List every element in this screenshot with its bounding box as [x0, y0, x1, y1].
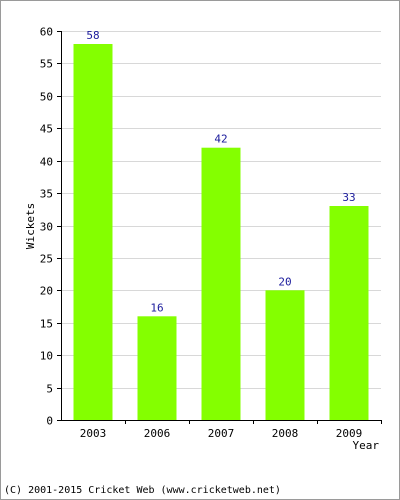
- x-tick-label: 2007: [208, 427, 235, 440]
- y-tick-label: 10: [40, 350, 53, 363]
- y-tick-label: 5: [46, 383, 53, 396]
- y-axis-title: Wickets: [24, 203, 37, 249]
- data-label: 20: [278, 275, 291, 288]
- y-tick-label: 60: [40, 26, 53, 39]
- bar: [329, 206, 369, 420]
- y-tick-label: 20: [40, 285, 53, 298]
- y-tick-label: 25: [40, 253, 53, 266]
- axes: [57, 31, 382, 424]
- y-tick-label: 50: [40, 91, 53, 104]
- data-label: 58: [86, 29, 99, 42]
- data-label: 16: [150, 301, 163, 314]
- x-tick-label: 2009: [336, 427, 363, 440]
- bar: [73, 44, 113, 420]
- bar: [201, 147, 241, 420]
- x-axis-title: Year: [353, 439, 380, 452]
- x-tick-label: 2003: [80, 427, 107, 440]
- labels: 0 5 10 15 20 25 30 35 40 45 50 55 60 58 2003 16 2006 42 20…: [40, 26, 363, 441]
- bars: [73, 44, 369, 420]
- y-tick-label: 35: [40, 188, 53, 201]
- y-tick-label: 40: [40, 156, 53, 169]
- y-tick-label: 30: [40, 221, 53, 234]
- y-tick-label: 0: [46, 415, 53, 428]
- x-tick-label: 2006: [144, 427, 171, 440]
- bar: [265, 290, 305, 420]
- bar: [137, 316, 177, 420]
- copyright-footer: (C) 2001-2015 Cricket Web (www.cricketwe…: [4, 485, 281, 496]
- y-tick-label: 55: [40, 58, 53, 71]
- x-tick-label: 2008: [272, 427, 299, 440]
- data-label: 33: [342, 191, 355, 204]
- data-label: 42: [214, 133, 227, 146]
- y-tick-label: 45: [40, 123, 53, 136]
- gridlines: [61, 31, 381, 389]
- y-tick-label: 15: [40, 318, 53, 331]
